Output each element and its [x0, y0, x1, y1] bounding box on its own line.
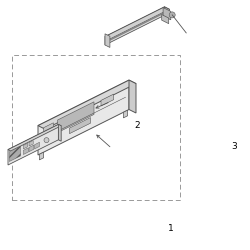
- Polygon shape: [58, 124, 61, 141]
- Polygon shape: [44, 123, 54, 132]
- Polygon shape: [38, 80, 136, 129]
- Polygon shape: [8, 124, 58, 165]
- Circle shape: [44, 138, 49, 143]
- Bar: [12, 55, 180, 200]
- Text: 3: 3: [231, 142, 236, 151]
- Text: 2: 2: [135, 120, 140, 130]
- Polygon shape: [29, 140, 33, 146]
- Polygon shape: [24, 148, 28, 154]
- Polygon shape: [58, 102, 94, 132]
- Polygon shape: [40, 152, 44, 160]
- Polygon shape: [29, 145, 34, 152]
- Polygon shape: [24, 143, 28, 149]
- Polygon shape: [105, 34, 110, 48]
- Polygon shape: [101, 94, 114, 106]
- Polygon shape: [105, 7, 170, 39]
- Polygon shape: [164, 7, 170, 18]
- Polygon shape: [105, 7, 164, 45]
- Polygon shape: [70, 118, 90, 134]
- Text: 1: 1: [168, 224, 174, 233]
- Polygon shape: [163, 8, 171, 20]
- Polygon shape: [129, 80, 136, 113]
- Polygon shape: [34, 142, 40, 149]
- Circle shape: [169, 12, 175, 18]
- Polygon shape: [38, 80, 129, 155]
- Polygon shape: [10, 146, 20, 162]
- Polygon shape: [8, 124, 61, 151]
- Polygon shape: [124, 110, 128, 118]
- Polygon shape: [162, 14, 169, 24]
